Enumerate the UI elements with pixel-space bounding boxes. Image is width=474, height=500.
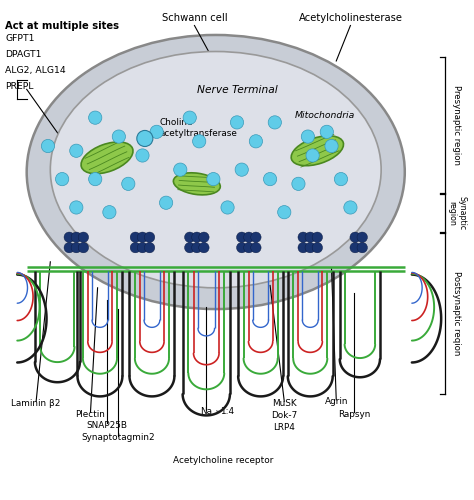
Circle shape bbox=[137, 130, 153, 146]
Text: Agrin: Agrin bbox=[325, 398, 348, 406]
Circle shape bbox=[70, 201, 83, 214]
Ellipse shape bbox=[291, 136, 344, 166]
Circle shape bbox=[301, 130, 315, 143]
Circle shape bbox=[173, 163, 187, 176]
Circle shape bbox=[137, 232, 148, 242]
Circle shape bbox=[64, 232, 74, 242]
Text: Act at multiple sites: Act at multiple sites bbox=[5, 21, 119, 31]
Circle shape bbox=[145, 232, 155, 242]
Circle shape bbox=[145, 242, 155, 253]
Circle shape bbox=[78, 232, 89, 242]
Circle shape bbox=[207, 172, 220, 186]
Text: Synaptic
region: Synaptic region bbox=[447, 196, 466, 230]
Circle shape bbox=[298, 232, 309, 242]
Circle shape bbox=[191, 242, 202, 253]
Text: Nerve Terminal: Nerve Terminal bbox=[197, 86, 277, 96]
Text: SNAP25B: SNAP25B bbox=[87, 421, 128, 430]
Text: Na: Na bbox=[201, 407, 212, 416]
Text: Laminin β2: Laminin β2 bbox=[11, 399, 61, 408]
Circle shape bbox=[251, 232, 261, 242]
Text: Acetylcholinesterase: Acetylcholinesterase bbox=[299, 13, 402, 23]
Text: Choline
acetyltransferase: Choline acetyltransferase bbox=[159, 118, 237, 138]
Circle shape bbox=[136, 149, 149, 162]
Circle shape bbox=[244, 242, 254, 253]
Circle shape bbox=[64, 242, 74, 253]
Circle shape bbox=[357, 232, 367, 242]
Text: GFPT1: GFPT1 bbox=[5, 34, 35, 42]
Circle shape bbox=[78, 242, 89, 253]
Circle shape bbox=[249, 134, 263, 148]
Circle shape bbox=[159, 196, 173, 209]
Text: ALG2, ALG14: ALG2, ALG14 bbox=[5, 66, 66, 74]
Circle shape bbox=[306, 149, 319, 162]
Text: Rapsyn: Rapsyn bbox=[338, 410, 370, 418]
Circle shape bbox=[55, 172, 69, 186]
Text: Synaptotagmin2: Synaptotagmin2 bbox=[81, 434, 155, 442]
Circle shape bbox=[312, 232, 322, 242]
Circle shape bbox=[298, 242, 309, 253]
Text: Plectin: Plectin bbox=[75, 410, 105, 418]
Circle shape bbox=[199, 232, 209, 242]
Ellipse shape bbox=[81, 142, 133, 174]
Circle shape bbox=[235, 163, 248, 176]
Circle shape bbox=[305, 232, 316, 242]
Text: DPAGT1: DPAGT1 bbox=[5, 50, 42, 58]
Circle shape bbox=[130, 242, 141, 253]
Circle shape bbox=[199, 242, 209, 253]
Circle shape bbox=[192, 134, 206, 148]
Text: PREPL: PREPL bbox=[5, 82, 34, 91]
Text: Schwann cell: Schwann cell bbox=[162, 13, 227, 23]
Circle shape bbox=[350, 242, 360, 253]
Circle shape bbox=[41, 140, 55, 152]
Circle shape bbox=[320, 125, 333, 138]
Circle shape bbox=[71, 232, 82, 242]
Text: Presynaptic region: Presynaptic region bbox=[452, 85, 461, 165]
Circle shape bbox=[350, 232, 360, 242]
Circle shape bbox=[244, 232, 254, 242]
Circle shape bbox=[70, 144, 83, 158]
Circle shape bbox=[183, 111, 196, 124]
Circle shape bbox=[221, 201, 234, 214]
Circle shape bbox=[237, 242, 247, 253]
Circle shape bbox=[278, 206, 291, 219]
Circle shape bbox=[89, 172, 102, 186]
Circle shape bbox=[230, 116, 244, 129]
Circle shape bbox=[312, 242, 322, 253]
Text: Mitochondria: Mitochondria bbox=[295, 111, 355, 120]
Circle shape bbox=[237, 232, 247, 242]
Circle shape bbox=[137, 242, 148, 253]
Circle shape bbox=[357, 242, 367, 253]
Circle shape bbox=[292, 177, 305, 190]
Circle shape bbox=[305, 242, 316, 253]
Text: Dok-7: Dok-7 bbox=[271, 410, 297, 420]
Text: 1:4: 1:4 bbox=[220, 407, 234, 416]
Ellipse shape bbox=[173, 173, 220, 195]
Circle shape bbox=[325, 140, 338, 152]
Ellipse shape bbox=[27, 35, 405, 309]
Text: MuSK: MuSK bbox=[272, 399, 297, 408]
Text: Acetylcholine receptor: Acetylcholine receptor bbox=[173, 456, 273, 464]
Circle shape bbox=[71, 242, 82, 253]
Circle shape bbox=[103, 206, 116, 219]
Circle shape bbox=[184, 242, 195, 253]
Circle shape bbox=[251, 242, 261, 253]
Circle shape bbox=[268, 116, 282, 129]
Circle shape bbox=[122, 177, 135, 190]
Circle shape bbox=[184, 232, 195, 242]
Circle shape bbox=[112, 130, 126, 143]
Text: ᵥ: ᵥ bbox=[216, 407, 219, 413]
Circle shape bbox=[344, 201, 357, 214]
Circle shape bbox=[334, 172, 347, 186]
Circle shape bbox=[89, 111, 102, 124]
Text: Postsynaptic reqion: Postsynaptic reqion bbox=[452, 271, 461, 355]
Circle shape bbox=[264, 172, 277, 186]
Circle shape bbox=[191, 232, 202, 242]
Circle shape bbox=[150, 125, 163, 138]
Ellipse shape bbox=[50, 52, 381, 288]
Text: LRP4: LRP4 bbox=[273, 422, 295, 432]
Circle shape bbox=[130, 232, 141, 242]
